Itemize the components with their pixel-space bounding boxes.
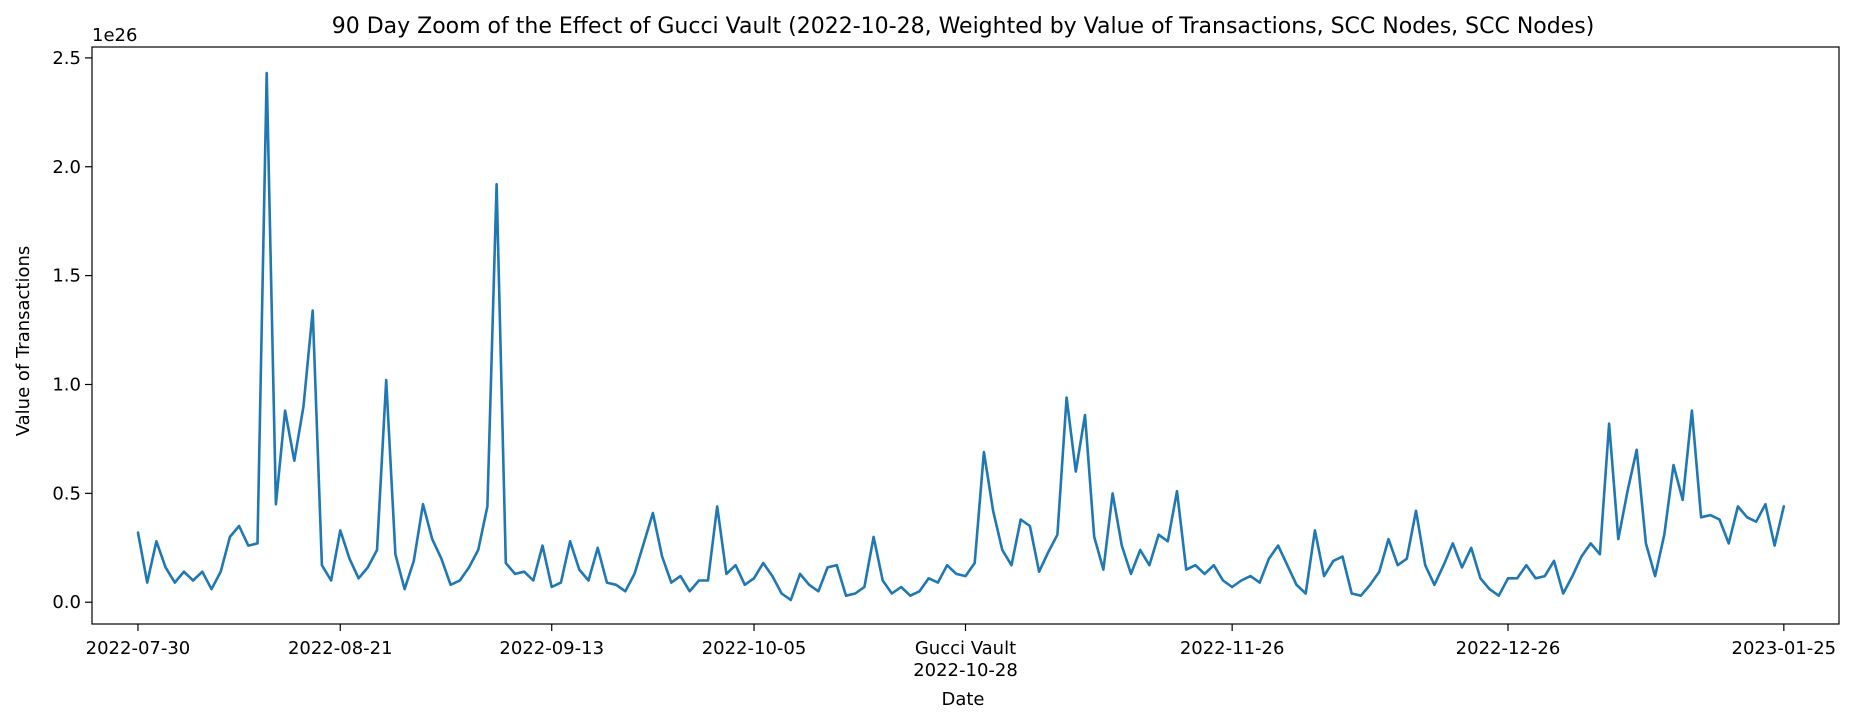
series-line <box>136 71 1786 602</box>
x-tick-label: 2022-11-26 <box>1180 638 1285 659</box>
x-tick-label: 2022-12-26 <box>1456 638 1561 659</box>
y-axis-label: Value of Transactions <box>13 246 34 437</box>
series-layer <box>136 71 1786 602</box>
x-axis-ticks: 2022-07-30 2022-08-21 2022-09-13 2022-10-05… <box>86 624 1836 681</box>
x-tick-label: 2022-07-30 <box>86 638 191 659</box>
x-tick-label: 2023-01-25 <box>1732 638 1837 659</box>
x-axis-label: Date <box>941 689 984 710</box>
y-tick-label: 2.5 <box>52 48 81 69</box>
y-tick-label: 1.0 <box>52 374 81 395</box>
chart-title: 90 Day Zoom of the Effect of Gucci Vault… <box>332 14 1595 39</box>
x-tick-label-secondary: 2022-10-28 <box>913 660 1018 681</box>
y-axis-ticks: 0.0 0.5 1.0 1.5 2.0 2.5 <box>52 48 92 613</box>
y-tick-label: 2.0 <box>52 157 81 178</box>
x-tick-label: 2022-08-21 <box>288 638 393 659</box>
x-tick-label: Gucci Vault <box>915 638 1016 659</box>
plot-area: 0.00.51.01.52.02.5 2022-07-30 2022-08-21 2… <box>52 46 1840 681</box>
y-tick-label: 1.5 <box>52 266 81 287</box>
y-tick-label: 0.0 <box>52 592 81 613</box>
x-tick-label: 2022-10-05 <box>702 638 807 659</box>
plot-frame <box>91 46 1840 625</box>
x-tick-label: 2022-09-13 <box>499 638 604 659</box>
y-axis-multiplier: 1e26 <box>92 25 137 46</box>
y-tick-label: 0.5 <box>52 483 81 504</box>
